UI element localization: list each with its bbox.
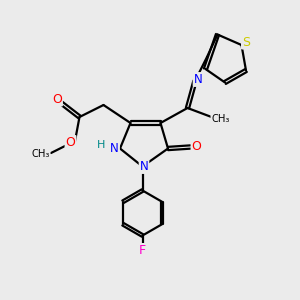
Text: O: O bbox=[192, 140, 201, 154]
Text: F: F bbox=[139, 244, 146, 257]
Text: N: N bbox=[194, 73, 202, 86]
Text: S: S bbox=[242, 35, 250, 49]
Text: CH₃: CH₃ bbox=[211, 113, 230, 124]
Text: CH₃: CH₃ bbox=[31, 149, 50, 160]
Text: N: N bbox=[110, 142, 119, 155]
Text: N: N bbox=[140, 160, 148, 173]
Text: O: O bbox=[52, 92, 62, 106]
Text: H: H bbox=[97, 140, 106, 150]
Text: O: O bbox=[66, 136, 75, 149]
